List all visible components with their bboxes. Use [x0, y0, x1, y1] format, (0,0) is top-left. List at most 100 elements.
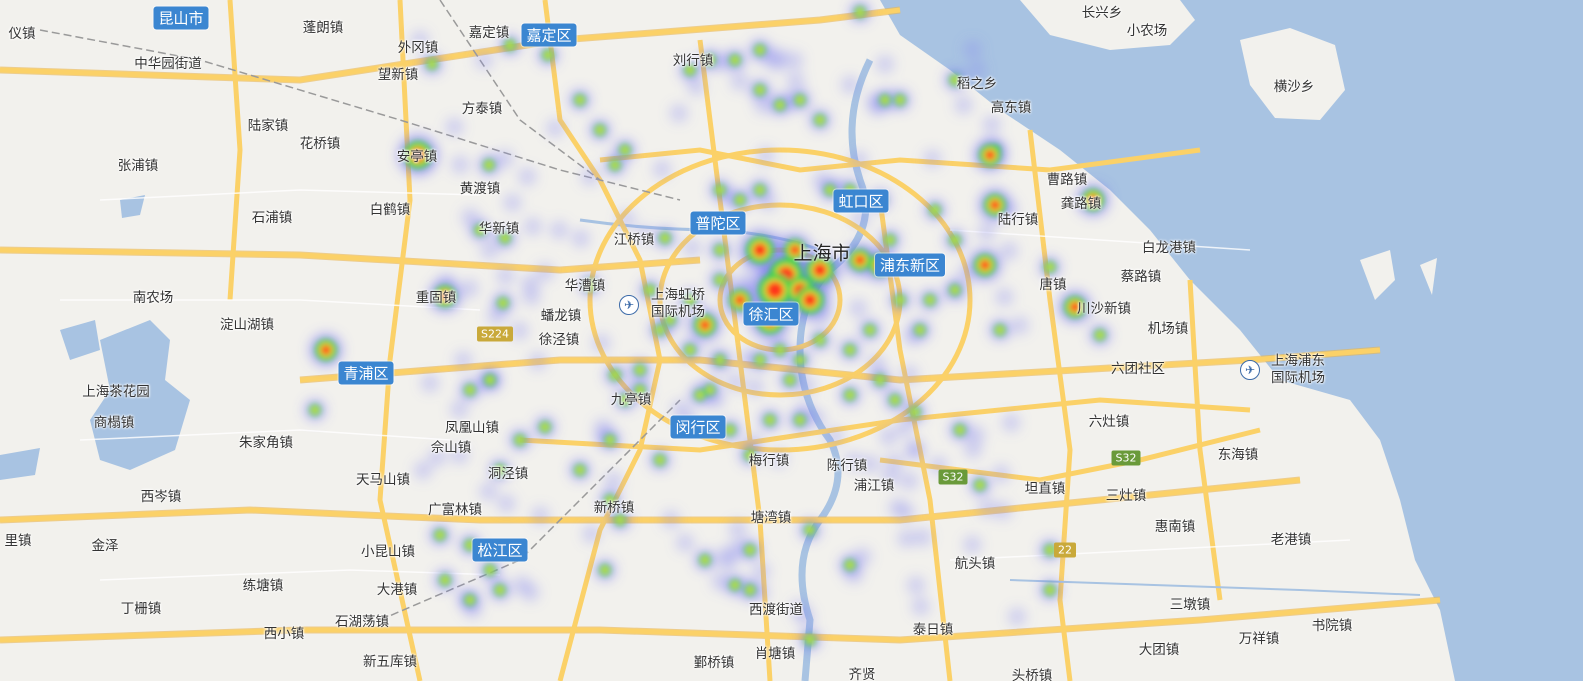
- heatmap-blob: [531, 506, 550, 525]
- heatmap-blob: [985, 150, 995, 160]
- heatmap-blob: [577, 97, 583, 103]
- heatmap-blob: [813, 263, 827, 277]
- heatmap-blob: [428, 448, 447, 467]
- heatmap-blob: [747, 547, 753, 553]
- heatmap-blob: [849, 299, 868, 318]
- heatmap-blob: [847, 562, 853, 568]
- heatmap-blob: [522, 287, 541, 306]
- changxing-island: [1020, 0, 1195, 50]
- heatmap-blob: [745, 378, 764, 397]
- heatmap-blob: [467, 597, 473, 603]
- heatmap-blob: [711, 572, 730, 591]
- heatmap-blob: [676, 533, 695, 552]
- label-pudong[interactable]: 浦东新区: [874, 253, 946, 277]
- heatmap-blob: [767, 417, 773, 423]
- heatmap-blob: [752, 562, 771, 581]
- label-shanghai[interactable]: 上海市: [793, 242, 851, 265]
- heatmap-blob: [999, 241, 1018, 260]
- heatmap-blob: [1070, 302, 1080, 312]
- heatmap-blob: [571, 229, 590, 248]
- label-jiading-district[interactable]: 嘉定区: [521, 23, 577, 47]
- heatmap-blob: [707, 57, 713, 63]
- heatmap-blob: [997, 327, 1003, 333]
- heatmap-blob: [851, 209, 870, 228]
- heatmap-blob: [896, 503, 915, 522]
- heatmap-blob: [990, 200, 1000, 210]
- heatmap-blob: [757, 187, 763, 193]
- heatmap-blob: [528, 352, 547, 371]
- heatmap-blob: [963, 40, 982, 59]
- heatmap-blob: [766, 281, 784, 299]
- heatmap-blob: [900, 471, 919, 490]
- heatmap-blob: [411, 148, 425, 162]
- heatmap-blob: [662, 235, 668, 241]
- heatmap-blob: [1047, 547, 1053, 553]
- heatmap-blob: [995, 288, 1014, 307]
- heatmap-blob: [637, 387, 643, 393]
- heatmap-blob: [687, 67, 693, 73]
- label-putuo[interactable]: 普陀区: [690, 211, 746, 235]
- heatmap-blob: [917, 327, 923, 333]
- heatmap-blob: [911, 597, 930, 616]
- heatmap-blob: [993, 501, 1012, 520]
- heatmap-blob: [587, 282, 593, 288]
- heatmap-blob: [500, 300, 506, 306]
- heatmap-blob: [545, 52, 551, 58]
- heatmap-blob: [905, 441, 924, 460]
- heatmap-blob: [786, 71, 805, 90]
- heatmap-blob: [897, 529, 916, 548]
- heatmap-blob: [717, 277, 723, 283]
- heatmap-blob: [637, 367, 643, 373]
- heatmap-blob: [797, 97, 803, 103]
- heatmap-blob: [769, 449, 788, 468]
- heatmap-blob: [957, 427, 963, 433]
- road-shield-s224: S224: [477, 326, 513, 342]
- airport-icon[interactable]: ✈: [619, 295, 639, 315]
- label-qingpu[interactable]: 青浦区: [338, 361, 394, 385]
- heatmap-blob: [612, 162, 618, 168]
- heatmap-blob: [861, 455, 880, 474]
- heatmap-blob: [855, 255, 865, 265]
- heatmap-blob: [954, 96, 973, 115]
- heatmap-blob: [876, 55, 895, 74]
- heatmap-blob: [487, 567, 493, 573]
- heatmap-blob: [803, 293, 817, 307]
- heatmap-blob: [1008, 607, 1027, 626]
- heatmap-blob: [607, 497, 613, 503]
- heatmap-blob: [796, 608, 815, 627]
- heatmap-blob: [753, 243, 767, 257]
- heatmap-blob: [952, 287, 958, 293]
- lake-small-2: [120, 195, 145, 218]
- heatmap-blob: [844, 452, 863, 471]
- heatmap-blob: [653, 160, 672, 179]
- heatmap-blob: [497, 587, 503, 593]
- heatmap-blob: [450, 445, 469, 464]
- heatmap-blob: [687, 77, 706, 96]
- label-kunshan[interactable]: 昆山市: [153, 6, 209, 30]
- label-songjiang[interactable]: 松江区: [472, 538, 528, 562]
- lake-small-3: [0, 448, 40, 480]
- heatmap-blob: [785, 51, 804, 70]
- heatmap-blob: [978, 498, 997, 517]
- heatmap-blob: [617, 210, 636, 229]
- label-minhang[interactable]: 闵行区: [670, 415, 726, 439]
- heatmap-blob: [411, 31, 429, 49]
- heatmap-blob: [757, 87, 763, 93]
- heatmap-blob: [897, 97, 903, 103]
- heatmap-blob: [907, 576, 926, 595]
- heatmap-blob: [735, 295, 745, 305]
- heatmap-blob: [454, 351, 473, 370]
- airport-icon-pudong[interactable]: ✈: [1240, 360, 1260, 380]
- heatmap-blob: [877, 377, 883, 383]
- heatmap-blob: [867, 354, 886, 373]
- heatmap-blob: [980, 260, 990, 270]
- heatmap-blob: [1010, 316, 1029, 335]
- label-xuhui[interactable]: 徐汇区: [743, 302, 799, 326]
- heatmap-blob: [967, 425, 986, 444]
- heatmap-blob: [495, 149, 514, 168]
- label-hongkou[interactable]: 虹口区: [833, 189, 889, 213]
- heatmap-blob: [1047, 587, 1053, 593]
- heatmap-blob: [667, 317, 673, 323]
